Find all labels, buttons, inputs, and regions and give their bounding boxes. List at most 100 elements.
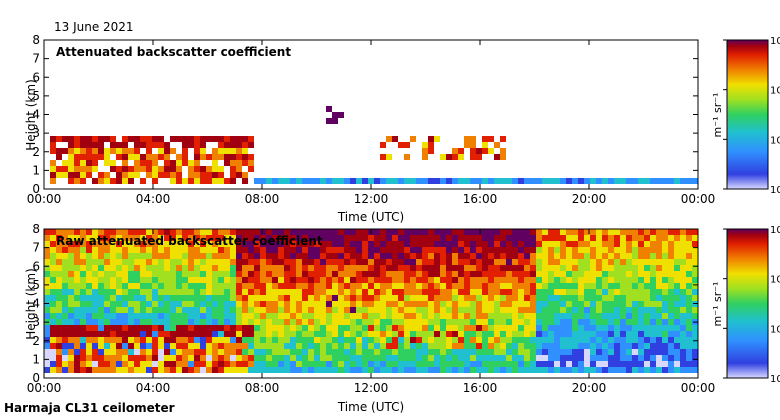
heatmap-cell	[80, 331, 86, 337]
heatmap-cell	[116, 283, 122, 289]
heatmap-cell	[536, 271, 542, 277]
heatmap-cell	[590, 355, 596, 361]
heatmap-cell	[524, 355, 530, 361]
heatmap-cell	[164, 241, 170, 247]
heatmap-cell	[104, 154, 110, 160]
heatmap-cell	[614, 235, 620, 241]
heatmap-cell	[230, 289, 236, 295]
heatmap-cell	[638, 307, 644, 313]
heatmap-cell	[314, 301, 320, 307]
heatmap-cell	[542, 253, 548, 259]
heatmap-cell	[392, 247, 398, 253]
heatmap-cell	[86, 253, 92, 259]
heatmap-cell	[146, 319, 152, 325]
heatmap-cell	[296, 301, 302, 307]
heatmap-cell	[554, 325, 560, 331]
heatmap-cell	[398, 253, 404, 259]
heatmap-cell	[272, 361, 278, 367]
heatmap-cell	[320, 301, 326, 307]
heatmap-cell	[620, 271, 626, 277]
heatmap-cell	[548, 301, 554, 307]
heatmap-cell	[440, 277, 446, 283]
heatmap-cell	[410, 307, 416, 313]
heatmap-cell	[650, 271, 656, 277]
heatmap-cell	[530, 265, 536, 271]
heatmap-cell	[434, 313, 440, 319]
heatmap-cell	[560, 343, 566, 349]
heatmap-cell	[62, 148, 68, 154]
heatmap-cell	[236, 295, 242, 301]
heatmap-cell	[638, 367, 644, 373]
heatmap-cell	[194, 355, 200, 361]
heatmap-cell	[362, 367, 368, 373]
heatmap-cell	[134, 154, 140, 160]
heatmap-cell	[170, 247, 176, 253]
heatmap-cell	[458, 283, 464, 289]
heatmap-cell	[248, 295, 254, 301]
heatmap-cell	[146, 337, 152, 343]
heatmap-cell	[56, 337, 62, 343]
heatmap-cell	[308, 283, 314, 289]
heatmap-cell	[170, 277, 176, 283]
heatmap-cell	[92, 235, 98, 241]
heatmap-cell	[470, 142, 476, 148]
heatmap-cell	[482, 253, 488, 259]
heatmap-cell	[326, 178, 332, 184]
heatmap-cell	[692, 331, 698, 337]
heatmap-cell	[176, 136, 182, 142]
heatmap-cell	[302, 349, 308, 355]
heatmap-cell	[680, 325, 686, 331]
heatmap-cell	[434, 289, 440, 295]
heatmap-cell	[242, 229, 248, 235]
heatmap-cell	[614, 313, 620, 319]
heatmap-cell	[614, 229, 620, 235]
heatmap-cell	[170, 253, 176, 259]
heatmap-cell	[80, 349, 86, 355]
heatmap-cell	[452, 343, 458, 349]
heatmap-cell	[254, 295, 260, 301]
heatmap-cell	[482, 325, 488, 331]
heatmap-cell	[320, 241, 326, 247]
heatmap-cell	[572, 331, 578, 337]
heatmap-cell	[134, 172, 140, 178]
heatmap-cell	[422, 142, 428, 148]
heatmap-cell	[488, 148, 494, 154]
heatmap-cell	[620, 247, 626, 253]
heatmap-cell	[398, 229, 404, 235]
heatmap-cell	[332, 313, 338, 319]
heatmap-cell	[356, 283, 362, 289]
heatmap-cell	[44, 295, 50, 301]
heatmap-cell	[254, 259, 260, 265]
heatmap-cell	[620, 349, 626, 355]
heatmap-cell	[674, 337, 680, 343]
heatmap-cell	[548, 283, 554, 289]
heatmap-cell	[668, 295, 674, 301]
heatmap-cell	[446, 343, 452, 349]
heatmap-cell	[662, 247, 668, 253]
heatmap-cell	[80, 307, 86, 313]
heatmap-cell	[578, 343, 584, 349]
heatmap-cell	[140, 247, 146, 253]
heatmap-cell	[440, 319, 446, 325]
heatmap-cell	[362, 229, 368, 235]
heatmap-cell	[536, 349, 542, 355]
heatmap-cell	[560, 301, 566, 307]
heatmap-cell	[326, 325, 332, 331]
heatmap-cell	[578, 241, 584, 247]
heatmap-cell	[674, 319, 680, 325]
heatmap-cell	[278, 343, 284, 349]
heatmap-cell	[116, 253, 122, 259]
heatmap-cell	[566, 325, 572, 331]
heatmap-cell	[566, 235, 572, 241]
heatmap-cell	[182, 235, 188, 241]
heatmap-cell	[56, 166, 62, 172]
heatmap-cell	[548, 361, 554, 367]
heatmap-cell	[98, 178, 104, 184]
heatmap-cell	[494, 307, 500, 313]
heatmap-cell	[638, 241, 644, 247]
heatmap-cell	[194, 301, 200, 307]
heatmap-cell	[230, 307, 236, 313]
heatmap-cell	[572, 343, 578, 349]
heatmap-cell	[80, 295, 86, 301]
heatmap-cell	[122, 313, 128, 319]
